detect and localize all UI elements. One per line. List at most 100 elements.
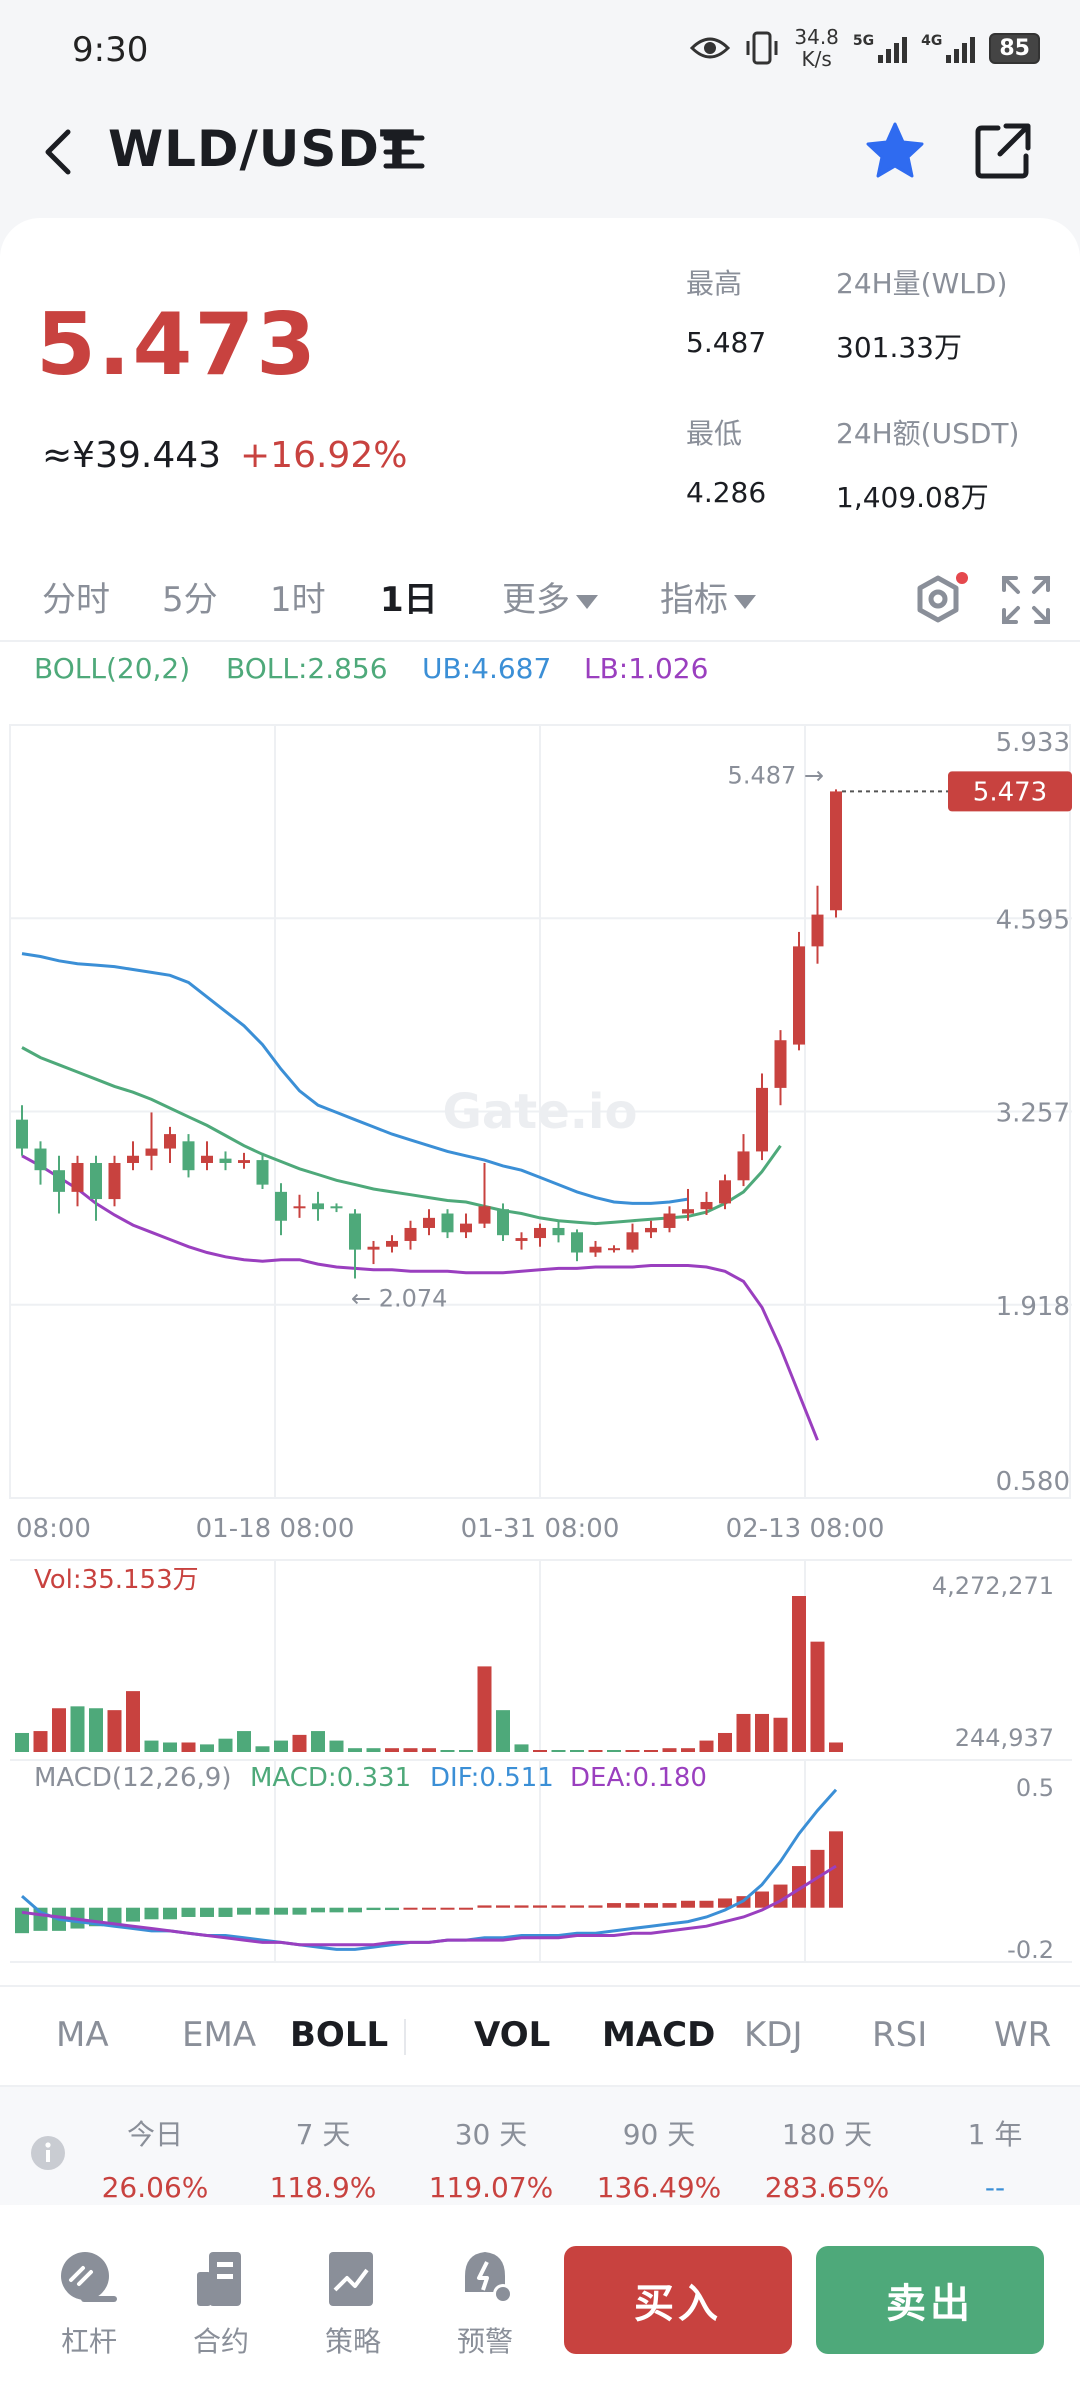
favorite-star-icon[interactable]	[862, 118, 928, 184]
candle	[219, 1158, 232, 1163]
network-speed: 34.8 K/s	[794, 25, 839, 71]
divider	[0, 640, 1080, 642]
tab-timeframe-1d[interactable]: 1日	[380, 580, 438, 620]
tab-timeframe-line[interactable]: 分时	[42, 580, 110, 620]
macd-histogram-bar	[440, 1907, 455, 1910]
candle	[90, 1162, 102, 1200]
candle	[164, 1134, 176, 1149]
tab-indicator-ma[interactable]: MA	[56, 2015, 109, 2055]
volume-bar	[588, 1750, 603, 1752]
volume-bar	[496, 1710, 510, 1752]
price-chart[interactable]: 5.933 4.595 3.257 1.918 0.580 Gate.io 08:00 01-…	[0, 700, 1080, 1970]
candle	[589, 1246, 602, 1253]
candle	[238, 1160, 250, 1163]
candle	[830, 791, 842, 911]
leverage-icon	[61, 2252, 117, 2302]
boll-legend-ub: UB:4.687	[422, 652, 552, 685]
tab-indicator-vol[interactable]: VOL	[474, 2015, 551, 2055]
info-icon[interactable]	[30, 2135, 66, 2171]
candle	[645, 1227, 657, 1233]
perf-30d: 30 天 119.07%	[428, 2118, 554, 2204]
macd-histogram-bar	[496, 1905, 510, 1908]
tab-indicator-kdj[interactable]: KDJ	[744, 2015, 803, 2055]
tab-indicator-wr[interactable]: WR	[994, 2015, 1052, 2055]
candle	[275, 1191, 287, 1221]
volume-bar	[89, 1708, 103, 1752]
indicators-dropdown[interactable]: 指标	[660, 572, 756, 621]
macd-histogram-bar	[718, 1898, 732, 1908]
perf-180d: 180 天 283.65%	[764, 2118, 890, 2204]
high-label: 最高	[686, 267, 743, 300]
nav-alert[interactable]: 预警	[440, 2250, 530, 2360]
volume-bar	[218, 1738, 233, 1752]
macd-histogram-bar	[644, 1903, 658, 1908]
x-tick-label: 01-18 08:00	[196, 1514, 355, 1544]
fullscreen-icon[interactable]	[998, 572, 1054, 628]
sell-button[interactable]: 卖出	[816, 2246, 1044, 2354]
buy-button[interactable]: 买入	[564, 2246, 792, 2354]
volume-bar	[33, 1731, 48, 1752]
tab-separator	[404, 2019, 406, 2055]
signal-bars-icon	[946, 33, 976, 63]
nav-strategy[interactable]: 策略	[308, 2250, 398, 2360]
candle	[608, 1248, 620, 1251]
tab-timeframe-1h[interactable]: 1时	[270, 580, 326, 620]
volume-bar	[773, 1717, 788, 1752]
gate-io-watermark: Gate.io	[443, 1084, 638, 1140]
boll-legend-name: BOLL(20,2)	[34, 652, 191, 685]
volume-bar	[181, 1742, 196, 1752]
macd-histogram-bar	[533, 1905, 547, 1908]
x-tick-label: 08:00	[16, 1514, 91, 1544]
timeframe-bar: 分时 5分 1时 1日 更多 指标	[0, 560, 1080, 640]
candle	[626, 1232, 639, 1250]
volume-bar	[736, 1713, 751, 1752]
status-time: 9:30	[72, 30, 149, 70]
volume-bar	[514, 1744, 529, 1752]
macd-histogram-bar	[274, 1907, 288, 1915]
share-icon[interactable]	[970, 118, 1036, 184]
min-price-marker: ← 2.074	[351, 1284, 447, 1312]
tab-indicator-rsi[interactable]: RSI	[872, 2015, 928, 2055]
volume-bar	[477, 1666, 492, 1752]
boll-lower-line	[21, 1154, 819, 1441]
volume-bar	[440, 1750, 455, 1752]
tab-indicator-macd[interactable]: MACD	[602, 2015, 716, 2055]
nav-contract[interactable]: 合约	[176, 2250, 266, 2360]
tab-indicator-ema[interactable]: EMA	[182, 2015, 257, 2055]
more-timeframes-dropdown[interactable]: 更多	[502, 572, 598, 621]
volume-24h-value: 301.33万	[836, 331, 962, 364]
pair-list-icon[interactable]	[382, 130, 426, 174]
candle	[774, 1040, 787, 1088]
tab-indicator-boll[interactable]: BOLL	[290, 2015, 389, 2055]
macd-histogram-bar	[385, 1907, 399, 1911]
cny-price: ≈¥39.443	[42, 435, 222, 476]
candle	[367, 1246, 380, 1250]
caret-down-icon	[576, 594, 598, 609]
battery-icon: 85	[989, 32, 1040, 64]
candle	[552, 1227, 565, 1236]
chart-settings-icon[interactable]	[906, 568, 970, 632]
volume-bar	[607, 1750, 621, 1752]
amount-24h-label: 24H额(USDT)	[836, 417, 1020, 450]
back-arrow-icon[interactable]	[30, 122, 90, 182]
candle	[404, 1227, 417, 1241]
macd-histogram-bar	[551, 1905, 566, 1908]
candle	[71, 1162, 84, 1192]
volume-bar	[792, 1596, 806, 1752]
macd-histogram-bar	[403, 1907, 418, 1910]
header: WLD/USDT	[0, 100, 1080, 210]
low-label: 最低	[686, 417, 743, 450]
candle	[423, 1217, 435, 1228]
perf-today: 今日 26.06%	[101, 2118, 209, 2204]
candle	[682, 1209, 694, 1214]
volume-bar	[311, 1731, 325, 1752]
volume-bar	[52, 1708, 66, 1752]
tab-timeframe-5m[interactable]: 5分	[162, 580, 218, 620]
macd-histogram-bar	[607, 1903, 621, 1908]
candle	[756, 1087, 768, 1152]
perf-7d: 7 天 118.9%	[269, 2118, 377, 2204]
pair-title[interactable]: WLD/USDT	[108, 120, 415, 178]
nav-leverage[interactable]: 杠杆	[44, 2250, 134, 2360]
candle	[108, 1162, 121, 1200]
macd-histogram-bar	[107, 1907, 122, 1924]
